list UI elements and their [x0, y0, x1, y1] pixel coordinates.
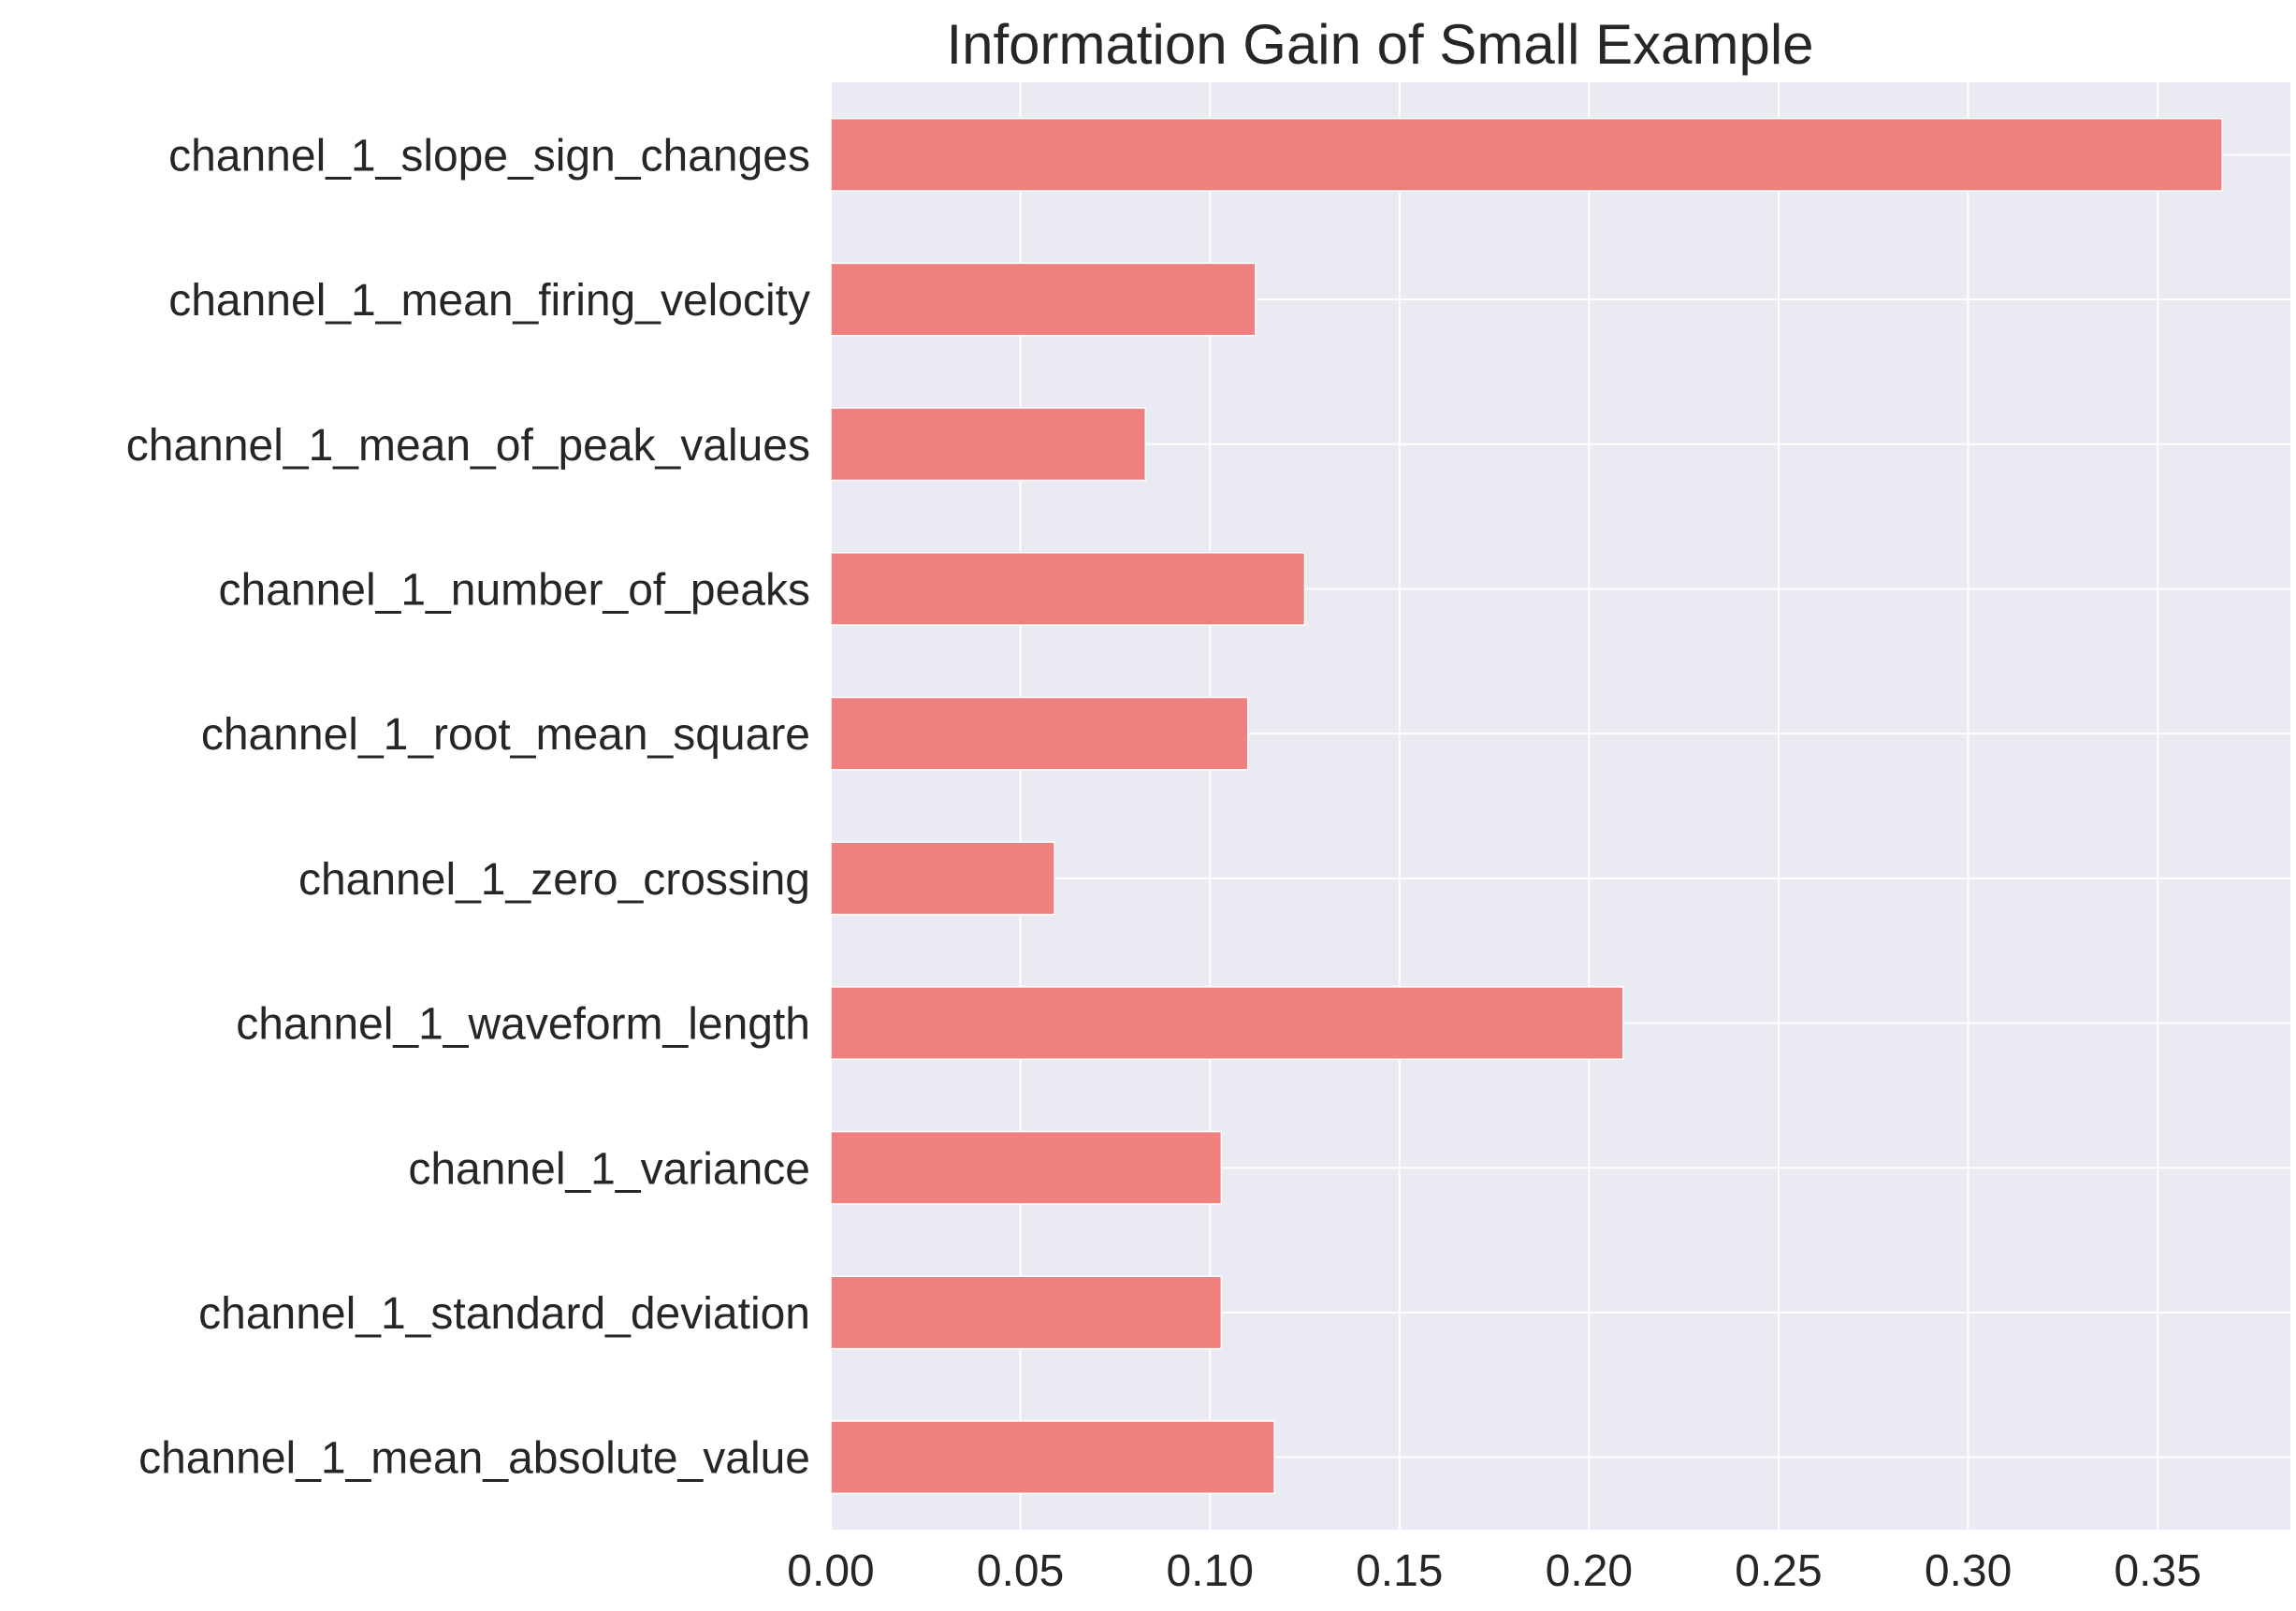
x-tick-label: 0.00	[787, 1546, 874, 1596]
category-label: channel_1_root_mean_square	[201, 710, 810, 760]
x-tick-label: 0.25	[1735, 1546, 1822, 1596]
bar-channel-1-slope-sign-changes	[830, 117, 2223, 192]
bar-channel-1-number-of-peaks	[830, 552, 1306, 626]
category-label: channel_1_waveform_length	[236, 1000, 810, 1050]
bar-channel-1-waveform-length	[830, 986, 1624, 1060]
x-tick-label: 0.10	[1166, 1546, 1253, 1596]
bar-channel-1-zero-crossing	[830, 841, 1055, 916]
category-label: channel_1_mean_of_peak_values	[126, 421, 810, 471]
category-label: channel_1_mean_absolute_value	[138, 1434, 810, 1484]
bar-channel-1-root-mean-square	[830, 696, 1249, 771]
category-label: channel_1_zero_crossing	[298, 855, 810, 905]
category-label: channel_1_slope_sign_changes	[168, 131, 810, 181]
x-tick-label: 0.30	[1925, 1546, 2012, 1596]
category-label: channel_1_number_of_peaks	[219, 565, 810, 615]
category-label: channel_1_mean_firing_velocity	[168, 276, 810, 326]
bar-channel-1-standard-deviation	[830, 1275, 1223, 1350]
x-tick-label: 0.15	[1356, 1546, 1443, 1596]
x-tick-label: 0.05	[977, 1546, 1064, 1596]
x-tick-label: 0.35	[2114, 1546, 2201, 1596]
bar-channel-1-mean-absolute-value	[830, 1420, 1275, 1495]
category-label: channel_1_variance	[408, 1144, 810, 1194]
bar-channel-1-variance	[830, 1130, 1223, 1205]
bar-channel-1-mean-firing-velocity	[830, 262, 1257, 337]
chart-title: Information Gain of Small Example	[946, 13, 1813, 76]
category-label: channel_1_standard_deviation	[198, 1289, 810, 1339]
x-tick-label: 0.20	[1546, 1546, 1633, 1596]
bar-channel-1-mean-of-peak-values	[830, 407, 1147, 482]
